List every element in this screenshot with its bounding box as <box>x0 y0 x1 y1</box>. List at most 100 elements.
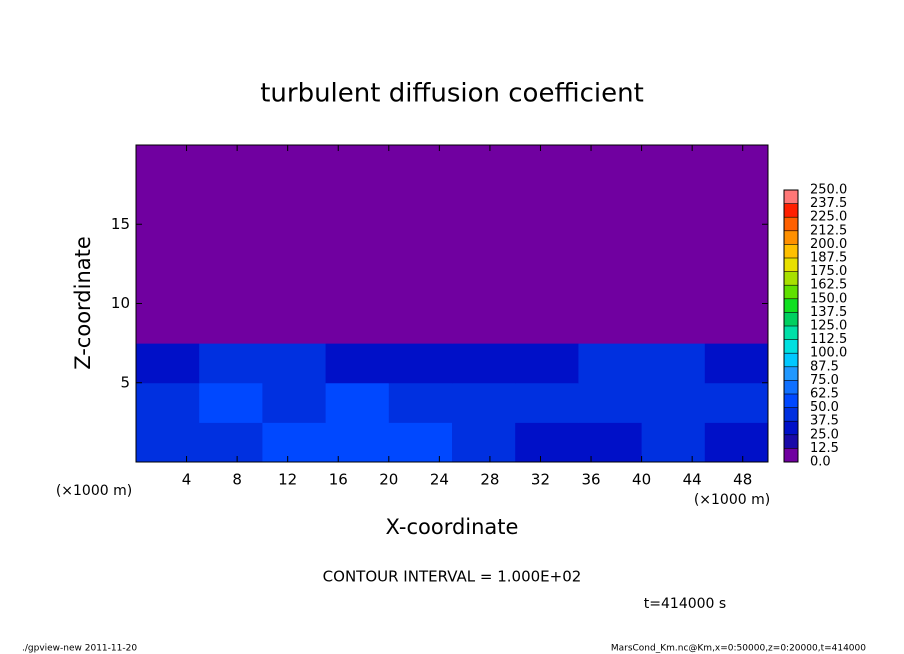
heat-cell <box>136 422 200 463</box>
heat-cell <box>641 343 706 384</box>
heat-cell <box>388 422 453 463</box>
colorbar-label: 137.5 <box>810 305 847 320</box>
heat-cell <box>199 422 263 463</box>
heat-cell <box>578 382 643 423</box>
heat-cell <box>515 263 579 304</box>
heat-cell <box>325 343 390 384</box>
heat-cell <box>578 224 643 265</box>
heat-cell <box>641 382 706 423</box>
heat-cell <box>641 145 706 186</box>
heat-cell <box>641 184 706 225</box>
colorbar-label: 187.5 <box>810 251 847 266</box>
y-axis-label: Z-coordinate <box>71 236 95 370</box>
colorbar-band <box>784 190 798 204</box>
heat-cell <box>515 145 579 186</box>
heat-cell <box>704 145 769 186</box>
colorbar-band <box>784 312 798 326</box>
heat-cell <box>262 303 327 344</box>
x-tick-label: 36 <box>581 471 600 489</box>
heat-cell <box>199 263 263 304</box>
heat-cell <box>262 145 327 186</box>
colorbar-label: 75.0 <box>810 373 839 388</box>
heat-cell <box>578 343 643 384</box>
heat-cell <box>262 263 327 304</box>
colorbar-band <box>784 244 798 258</box>
colorbar-label: 87.5 <box>810 359 839 374</box>
x-tick-label: 8 <box>232 471 242 489</box>
colorbar-label: 200.0 <box>810 237 847 252</box>
y-tick-label: 15 <box>111 215 130 233</box>
heat-cell <box>325 303 390 344</box>
colorbar-band <box>784 353 798 367</box>
colorbar-band <box>784 271 798 286</box>
heat-cell <box>515 422 579 463</box>
colorbar-label: 25.0 <box>810 427 839 442</box>
heat-cell <box>452 422 516 463</box>
colorbar-label: 112.5 <box>810 332 847 347</box>
heat-cell <box>704 224 769 265</box>
colorbar-label: 212.5 <box>810 223 847 238</box>
colorbar-band <box>784 421 798 435</box>
heat-cell <box>136 263 200 304</box>
colorbar-band <box>784 380 798 394</box>
heat-cell <box>578 145 643 186</box>
heat-cell <box>452 263 516 304</box>
heat-cell <box>704 263 769 304</box>
heat-cell <box>578 263 643 304</box>
x-tick-label: 4 <box>182 471 192 489</box>
heat-cell <box>262 422 327 463</box>
heat-cell <box>641 303 706 344</box>
chart-title: turbulent diffusion coefficient <box>260 79 644 109</box>
contour-note: CONTOUR INTERVAL = 1.000E+02 <box>323 568 582 586</box>
x-axis-label: X-coordinate <box>386 515 519 539</box>
heat-cell <box>199 343 263 384</box>
heat-cell <box>136 224 200 265</box>
heat-cell <box>136 382 200 423</box>
x-tick-label: 28 <box>480 471 499 489</box>
heat-cell <box>325 145 390 186</box>
colorbar-band <box>784 407 798 422</box>
footer-right: MarsCond_Km.nc@Km,x=0:50000,z=0:20000,t=… <box>611 644 866 654</box>
colorbar-label: 12.5 <box>810 441 839 456</box>
colorbar-label: 150.0 <box>810 291 847 306</box>
colorbar-band <box>784 258 798 272</box>
heat-cell <box>199 382 263 423</box>
heat-cell <box>452 303 516 344</box>
heat-cell <box>704 422 769 463</box>
colorbar-label: 237.5 <box>810 196 847 211</box>
colorbar-label: 62.5 <box>810 387 839 402</box>
heat-cell <box>515 343 579 384</box>
heat-cell <box>199 184 263 225</box>
colorbar-label: 175.0 <box>810 264 847 279</box>
heat-cell <box>515 303 579 344</box>
colorbar-band <box>784 326 798 340</box>
heat-cell <box>325 184 390 225</box>
colorbar-band <box>784 394 798 408</box>
colorbar-band <box>784 203 798 218</box>
colorbar-band <box>784 230 798 245</box>
x-tick-label: 24 <box>430 471 449 489</box>
heat-cell <box>704 303 769 344</box>
heat-cell <box>388 343 453 384</box>
x-tick-label: 44 <box>683 471 702 489</box>
heat-cell <box>388 382 453 423</box>
colorbar-band <box>784 448 798 462</box>
heat-cell <box>136 145 200 186</box>
heat-cell <box>325 422 390 463</box>
heat-cell <box>388 184 453 225</box>
heat-cell <box>262 343 327 384</box>
heat-cell <box>452 184 516 225</box>
y-unit: (×1000 m) <box>56 483 132 499</box>
colorbar-label: 50.0 <box>810 400 839 415</box>
x-tick-label: 20 <box>379 471 398 489</box>
x-tick-label: 16 <box>329 471 348 489</box>
heat-cell <box>515 224 579 265</box>
y-tick-label: 10 <box>111 294 130 312</box>
heat-cell <box>578 303 643 344</box>
colorbar-label: 37.5 <box>810 414 839 429</box>
heat-cell <box>388 145 453 186</box>
heat-cell <box>325 263 390 304</box>
colorbar-label: 225.0 <box>810 210 847 225</box>
heat-cell <box>388 303 453 344</box>
